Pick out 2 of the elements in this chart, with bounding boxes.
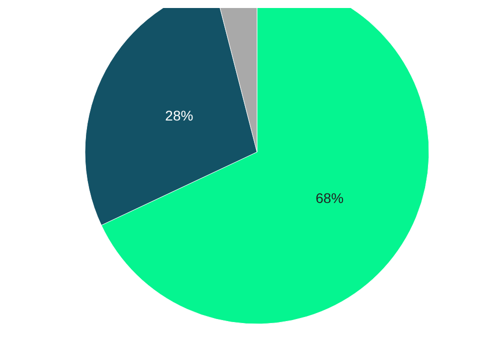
- data-label: 68%: [316, 190, 344, 206]
- data-label: 28%: [165, 107, 194, 124]
